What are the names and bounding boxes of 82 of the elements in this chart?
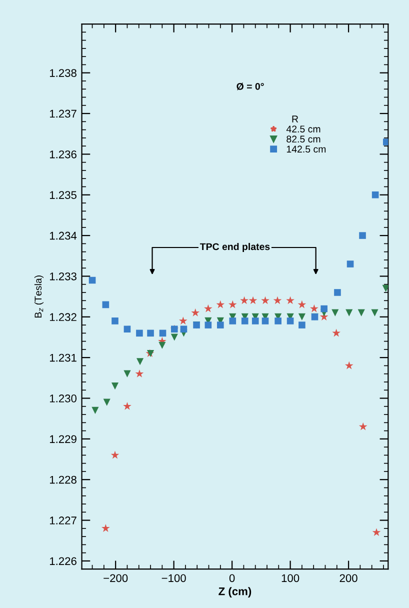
legend-label: 42.5 cm — [286, 126, 320, 132]
point — [286, 318, 294, 324]
point — [191, 308, 200, 316]
point — [261, 296, 270, 304]
point — [320, 305, 328, 312]
point — [334, 289, 341, 296]
point — [204, 304, 212, 312]
x-tick-label: 0 — [229, 574, 235, 582]
y-tick-label: 1.235 — [50, 191, 76, 199]
point — [252, 318, 259, 324]
y-tick-label: 1.231 — [50, 354, 76, 362]
annotation: Ø = 0° — [236, 82, 264, 90]
point — [102, 301, 110, 308]
x-tick-label: −200 — [104, 574, 128, 582]
point — [135, 369, 144, 378]
point — [240, 296, 248, 304]
point — [344, 361, 354, 370]
point — [248, 296, 258, 304]
y-tick-label: 1.234 — [50, 232, 77, 240]
point — [112, 318, 118, 324]
point — [332, 309, 339, 316]
x-tick-label: −100 — [162, 574, 186, 582]
legend-title: R — [292, 116, 298, 122]
point — [310, 304, 318, 312]
annotation: TPC end plates — [200, 242, 270, 252]
legend-label: 82.5 cm — [286, 136, 320, 143]
x-tick-label: 100 — [282, 574, 300, 582]
point — [204, 322, 212, 328]
point — [123, 402, 132, 410]
point — [241, 318, 248, 324]
y-tick-label: 1.228 — [50, 476, 76, 484]
point — [170, 334, 178, 341]
point — [92, 406, 99, 414]
point — [159, 330, 166, 337]
point — [298, 313, 306, 320]
legend-label: 142.5 cm — [286, 146, 326, 153]
point — [229, 318, 236, 324]
point — [298, 300, 306, 308]
point — [332, 328, 340, 337]
point — [274, 318, 282, 324]
point — [216, 300, 225, 308]
point — [88, 276, 96, 284]
point — [136, 330, 143, 337]
y-tick-label: 1.230 — [50, 394, 77, 402]
point — [358, 309, 365, 316]
y-axis-title: B$_{z}$ (Tesla) — [34, 276, 44, 318]
point — [217, 322, 224, 328]
point — [382, 138, 388, 146]
y-tick-label: 1.229 — [50, 435, 76, 444]
point — [178, 316, 188, 325]
point — [382, 284, 388, 292]
point — [372, 528, 381, 536]
point — [110, 450, 120, 459]
point — [136, 358, 144, 366]
point — [228, 300, 237, 308]
x-tick-label: 200 — [340, 574, 358, 582]
point — [180, 326, 188, 332]
point — [346, 260, 354, 268]
point — [124, 370, 131, 378]
point — [371, 309, 378, 316]
point — [346, 309, 353, 316]
point — [358, 422, 368, 430]
y-tick-label: 1.237 — [50, 110, 76, 118]
point — [359, 232, 366, 239]
y-tick-label: 1.226 — [50, 557, 76, 566]
point — [111, 382, 119, 390]
point — [147, 330, 154, 337]
point — [298, 322, 306, 328]
point — [103, 398, 110, 406]
point — [262, 318, 269, 324]
point — [273, 296, 282, 304]
y-tick-label: 1.232 — [50, 313, 76, 322]
point — [102, 524, 110, 532]
point — [158, 342, 166, 349]
y-tick-label: 1.236 — [50, 150, 76, 158]
y-tick-label: 1.233 — [50, 272, 76, 280]
point — [124, 326, 131, 332]
point — [372, 191, 379, 198]
x-axis-title: Z (cm) — [218, 587, 252, 598]
y-tick-label: 1.227 — [50, 516, 76, 524]
y-tick-label: 1.238 — [50, 69, 76, 77]
point — [286, 296, 294, 304]
